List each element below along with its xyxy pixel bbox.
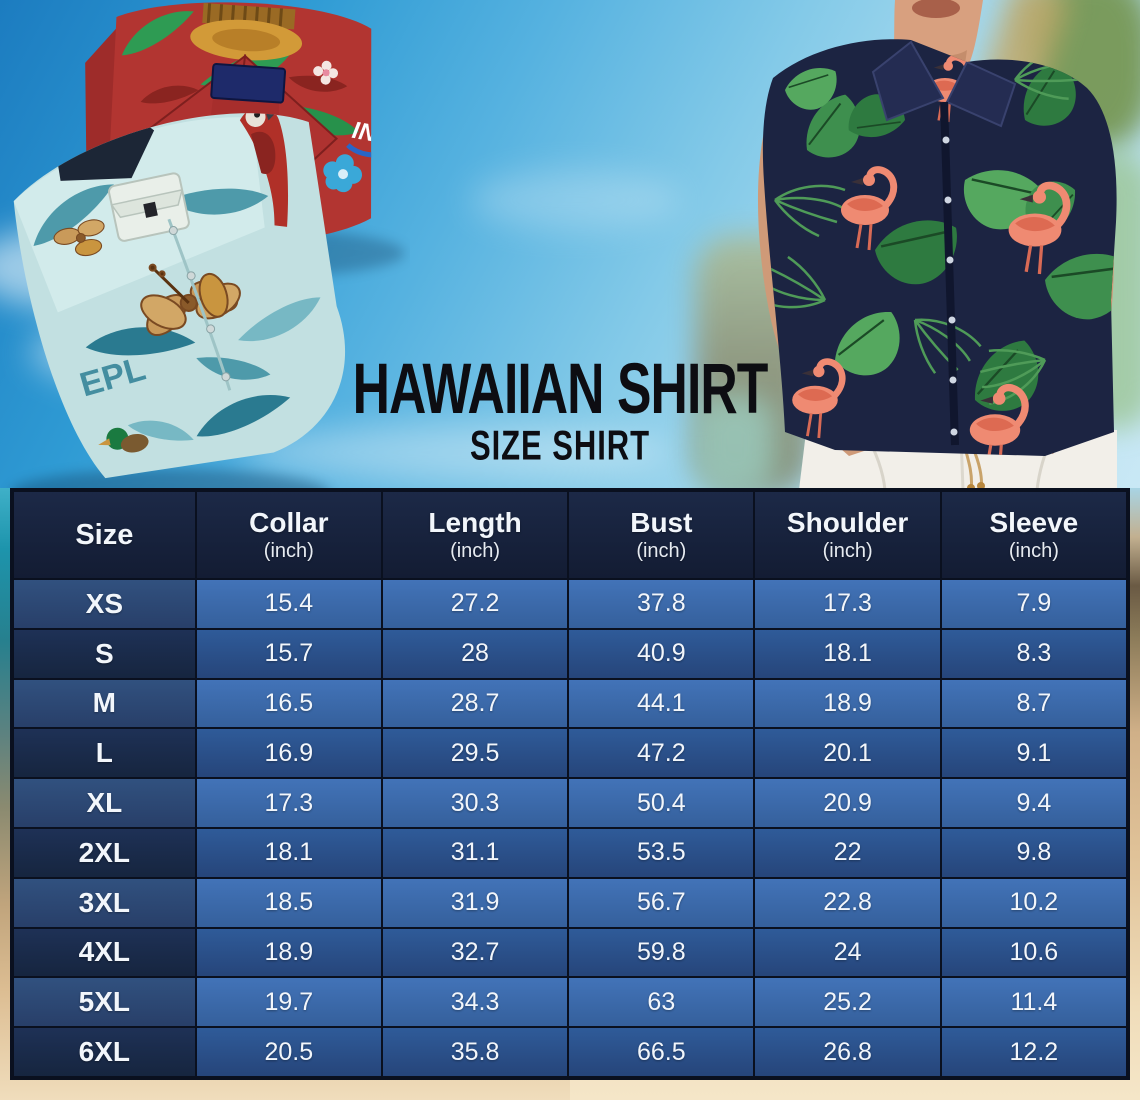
table-cell: 9.1 [940, 728, 1127, 779]
table-cell: 28 [381, 628, 569, 679]
table-cell: 63 [568, 977, 755, 1028]
teal-hawaiian-shirt: EPL [13, 106, 345, 479]
table-cell: 31.9 [381, 877, 569, 928]
table-cell: 24 [754, 927, 941, 978]
table-cell: 10.6 [940, 927, 1127, 978]
table-cell: 30.3 [381, 778, 569, 828]
table-cell: 56.7 [568, 877, 755, 928]
cloud [470, 170, 680, 230]
column-header-collar: Collar (inch) [195, 491, 382, 579]
table-row-size: XS [13, 579, 196, 629]
sea-blur [695, 395, 775, 490]
table-cell: 20.9 [754, 778, 941, 828]
table-cell: 22 [754, 827, 941, 878]
table-row-size: 2XL [13, 827, 196, 878]
table-cell: 53.5 [568, 827, 755, 878]
table-row-size: 3XL [13, 877, 196, 928]
table-cell: 18.9 [195, 927, 382, 978]
red-shirt-brand-logo: IN [350, 117, 379, 148]
title-block: HAWAIIAN SHIRT SIZE SHIRT [300, 348, 820, 468]
table-cell: 19.7 [195, 977, 382, 1028]
table-cell: 18.9 [754, 678, 941, 729]
folded-shirts-photo: M IN [11, 2, 405, 490]
table-cell: 35.8 [381, 1027, 569, 1077]
cloud [240, 425, 670, 480]
table-row-size: 6XL [13, 1027, 196, 1077]
size-chart-table: Size Collar (inch) Length (inch) Bust (i… [10, 488, 1130, 1080]
table-cell: 27.2 [381, 579, 569, 629]
table-cell: 18.1 [754, 628, 941, 679]
table-cell: 28.7 [381, 678, 569, 729]
table-cell: 17.3 [754, 579, 941, 629]
table-cell: 40.9 [568, 628, 755, 679]
column-header-bust: Bust (inch) [568, 491, 755, 579]
table-cell: 47.2 [568, 728, 755, 779]
table-cell: 11.4 [940, 977, 1127, 1028]
table-row-size: 5XL [13, 977, 196, 1028]
table-cell: 18.1 [195, 827, 382, 878]
table-cell: 29.5 [381, 728, 569, 779]
page-subtitle: SIZE SHIRT [469, 422, 651, 469]
table-cell: 37.8 [568, 579, 755, 629]
table-cell: 8.7 [940, 678, 1127, 729]
table-cell: 18.5 [195, 877, 382, 928]
table-cell: 66.5 [568, 1027, 755, 1077]
table-row-size: XL [13, 778, 196, 828]
table-row-size: 4XL [13, 927, 196, 978]
model-photo [757, 0, 1117, 490]
table-row-size: M [13, 678, 196, 729]
table-cell: 20.1 [754, 728, 941, 779]
table-cell: 16.9 [195, 728, 382, 779]
table-cell: 7.9 [940, 579, 1127, 629]
table-cell: 15.4 [195, 579, 382, 629]
column-header-shoulder: Shoulder (inch) [754, 491, 941, 579]
table-cell: 12.2 [940, 1027, 1127, 1077]
page-title: HAWAIIAN SHIRT [352, 348, 769, 429]
table-cell: 15.7 [195, 628, 382, 679]
column-header-length: Length (inch) [381, 491, 569, 579]
table-cell: 32.7 [381, 927, 569, 978]
column-header-size: Size [13, 491, 196, 579]
table-cell: 44.1 [568, 678, 755, 729]
table-cell: 59.8 [568, 927, 755, 978]
table-cell: 10.2 [940, 877, 1127, 928]
table-cell: 34.3 [381, 977, 569, 1028]
table-row-size: L [13, 728, 196, 779]
table-cell: 22.8 [754, 877, 941, 928]
hero-banner: M IN [0, 0, 1140, 490]
table-cell: 8.3 [940, 628, 1127, 679]
table-cell: 17.3 [195, 778, 382, 828]
table-cell: 26.8 [754, 1027, 941, 1077]
table-row-size: S [13, 628, 196, 679]
table-cell: 9.4 [940, 778, 1127, 828]
table-cell: 16.5 [195, 678, 382, 729]
column-header-sleeve: Sleeve (inch) [940, 491, 1127, 579]
table-cell: 25.2 [754, 977, 941, 1028]
table-cell: 20.5 [195, 1027, 382, 1077]
table-cell: 9.8 [940, 827, 1127, 878]
table-cell: 31.1 [381, 827, 569, 878]
table-cell: 50.4 [568, 778, 755, 828]
